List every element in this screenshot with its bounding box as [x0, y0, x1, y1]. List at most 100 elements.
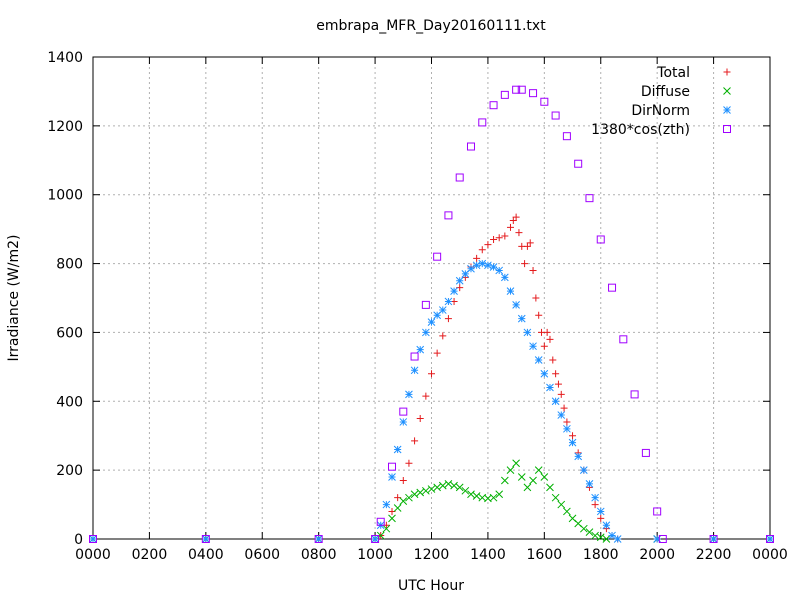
legend-label: Diffuse — [641, 84, 690, 100]
data-point — [455, 173, 464, 182]
data-point — [591, 493, 599, 502]
data-point — [433, 311, 441, 320]
data-point — [467, 490, 475, 499]
data-point — [574, 159, 583, 168]
data-point — [450, 481, 458, 490]
data-point — [89, 535, 97, 543]
data-point — [461, 270, 470, 278]
data-point — [658, 535, 667, 543]
data-point — [568, 438, 577, 447]
data-point — [562, 132, 571, 141]
data-point — [641, 448, 650, 457]
x-tick-label: 0400 — [188, 547, 224, 563]
legend-marker — [723, 125, 731, 133]
data-point — [490, 235, 498, 243]
data-point — [709, 535, 718, 543]
data-point — [512, 459, 520, 468]
data-point — [534, 356, 543, 364]
legend-marker — [723, 68, 731, 76]
data-point — [405, 493, 413, 502]
y-tick-label: 0 — [74, 532, 83, 548]
data-point — [455, 483, 464, 492]
data-point — [602, 535, 611, 543]
x-tick-label: 1200 — [414, 547, 450, 563]
data-point — [517, 473, 526, 481]
data-point — [529, 342, 537, 351]
data-point — [543, 328, 551, 336]
y-tick-label: 400 — [56, 394, 83, 410]
y-tick-label: 200 — [56, 463, 83, 479]
data-point — [382, 500, 391, 509]
data-point — [517, 85, 526, 94]
data-point — [596, 533, 605, 542]
legend: Total Diffuse DirNorm 1380*cos(zth) — [591, 65, 731, 138]
data-point — [421, 300, 430, 309]
data-point — [405, 390, 413, 399]
data-point — [427, 485, 436, 493]
legend-marker — [723, 87, 731, 95]
y-axis-label: Irradiance (W/m2) — [6, 235, 22, 362]
data-point — [433, 252, 442, 261]
data-point — [526, 239, 534, 247]
data-point — [484, 241, 492, 249]
data-point — [478, 246, 486, 254]
data-point — [500, 476, 509, 485]
data-point — [596, 235, 605, 244]
data-point — [512, 85, 521, 94]
series-layer — [89, 85, 774, 543]
data-point — [382, 524, 391, 533]
data-point — [473, 254, 481, 262]
y-tick-label: 600 — [56, 325, 83, 341]
x-tick-label: 0800 — [301, 547, 337, 563]
data-point — [551, 111, 560, 120]
data-point — [438, 481, 447, 490]
data-point — [546, 383, 554, 392]
data-point — [411, 437, 419, 445]
data-point — [766, 535, 774, 543]
x-tick-label: 1600 — [527, 547, 563, 563]
data-point — [393, 445, 402, 454]
data-point — [602, 521, 611, 530]
data-point — [532, 294, 540, 302]
y-tick-label: 800 — [56, 257, 83, 273]
data-point — [554, 380, 562, 388]
data-point — [574, 452, 583, 461]
data-point — [422, 486, 430, 495]
data-point — [495, 266, 504, 275]
x-axis-label: UTC Hour — [398, 578, 464, 594]
data-point — [495, 490, 504, 499]
data-point — [540, 473, 549, 481]
data-point — [405, 459, 413, 467]
data-point — [766, 535, 774, 543]
data-point — [523, 328, 532, 337]
data-point — [549, 356, 557, 364]
data-point — [597, 514, 605, 522]
data-point — [433, 349, 441, 357]
data-point — [410, 366, 419, 375]
data-point — [444, 211, 453, 220]
series-2 — [89, 259, 774, 543]
data-point — [450, 287, 458, 295]
data-point — [529, 476, 537, 485]
data-point — [371, 535, 379, 543]
data-point — [439, 332, 447, 340]
y-tick-label: 1200 — [47, 119, 83, 135]
data-point — [563, 424, 571, 433]
data-point — [540, 369, 549, 378]
data-point — [489, 101, 498, 110]
data-point — [376, 517, 385, 526]
data-point — [630, 390, 639, 399]
data-point — [467, 264, 475, 273]
data-point — [484, 261, 492, 270]
data-point — [585, 528, 594, 536]
data-point — [557, 390, 565, 398]
data-point — [596, 507, 605, 516]
data-point — [591, 531, 599, 540]
data-point — [608, 283, 617, 292]
data-point — [551, 397, 560, 406]
data-point — [500, 90, 509, 99]
data-point — [517, 314, 526, 323]
x-tick-label: 1000 — [357, 547, 393, 563]
x-tick-label: 0000 — [75, 547, 111, 563]
data-point — [388, 473, 396, 481]
